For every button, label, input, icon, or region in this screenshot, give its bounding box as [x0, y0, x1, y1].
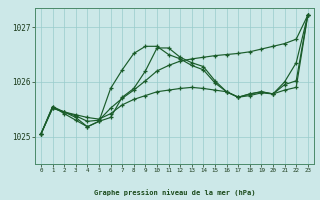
Text: Graphe pression niveau de la mer (hPa): Graphe pression niveau de la mer (hPa): [94, 189, 255, 196]
